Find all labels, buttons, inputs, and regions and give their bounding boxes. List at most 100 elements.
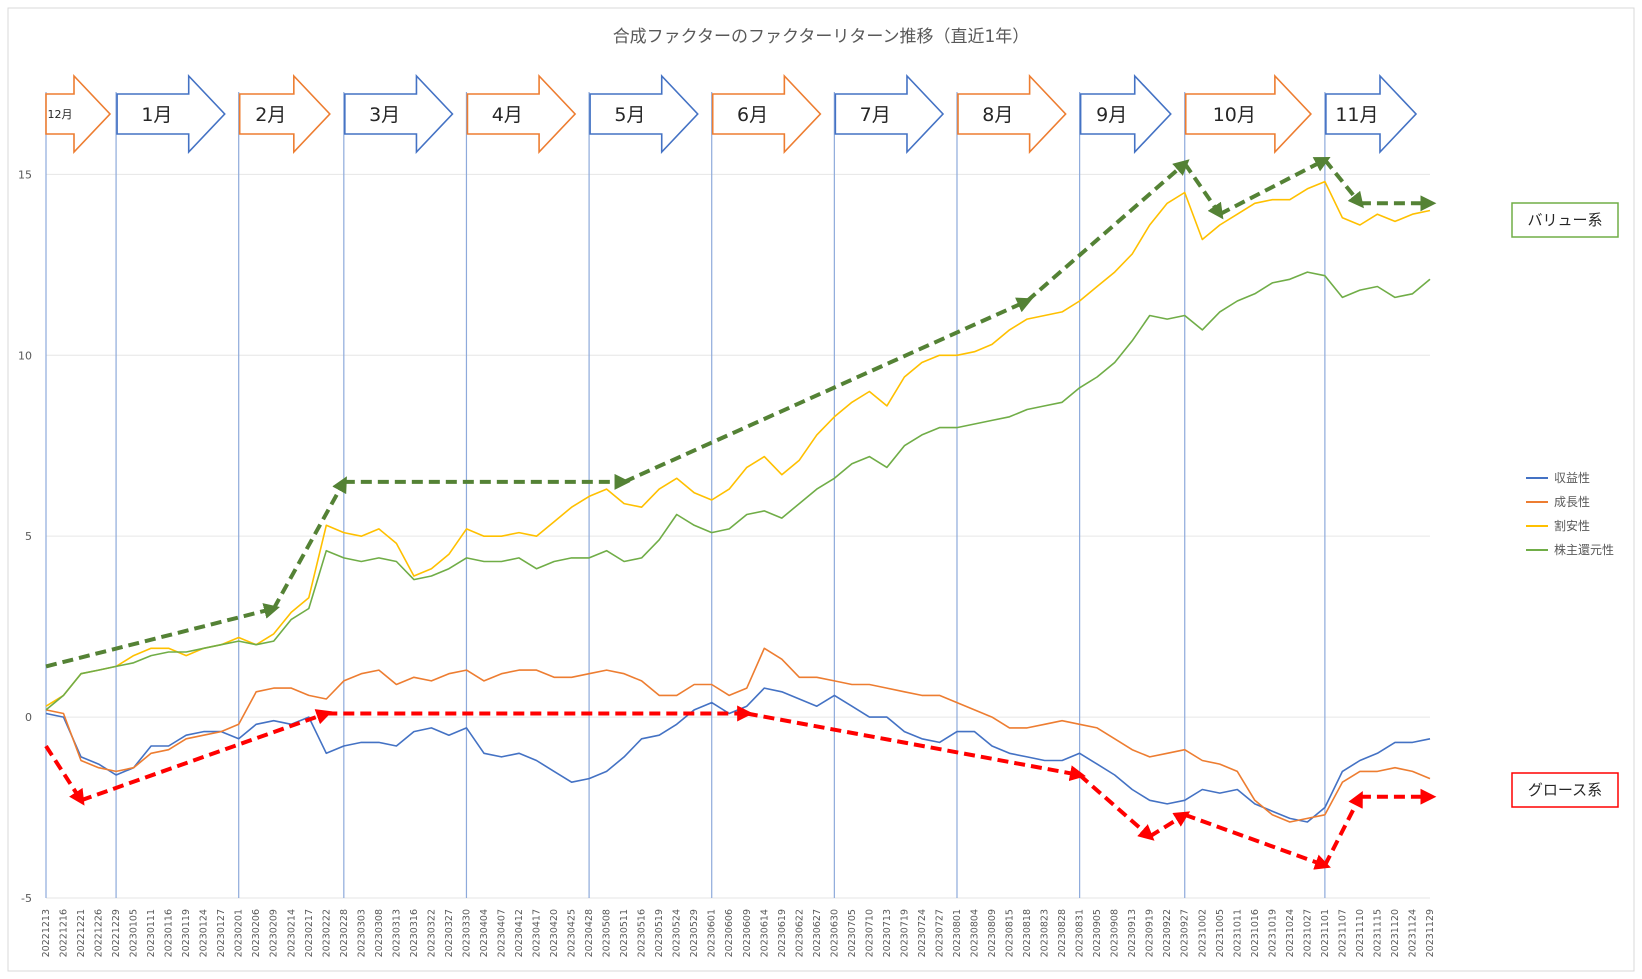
x-tick-label: 20230412	[514, 909, 525, 957]
x-tick-label: 20231027	[1302, 909, 1313, 957]
month-arrow	[238, 73, 331, 155]
x-tick-label: 20230919	[1145, 909, 1156, 957]
x-tick-label: 20230420	[549, 909, 560, 957]
x-tick-label: 20221221	[76, 909, 87, 957]
x-tick-label: 20230228	[339, 909, 350, 957]
x-tick-label: 20230809	[987, 909, 998, 957]
x-tick-label: 20230727	[934, 909, 945, 957]
gridlines	[46, 173, 1430, 899]
trend-arrow-segment	[746, 711, 1086, 782]
x-tick-label: 20230330	[461, 909, 472, 957]
callout-label: バリュー系	[1527, 211, 1602, 229]
x-tick-label: 20230209	[269, 909, 280, 957]
x-tick-label: 20230407	[496, 909, 507, 957]
trend-arrows	[44, 156, 1437, 870]
trend-arrow-segment	[1078, 773, 1155, 841]
x-tick-label: 20230425	[567, 909, 578, 957]
x-tick-label: 20230105	[129, 909, 140, 957]
x-tick-label: 20230823	[1040, 909, 1051, 957]
x-tick-label: 20230206	[251, 909, 262, 957]
x-tick-label: 20221226	[94, 909, 105, 957]
month-arrow	[589, 73, 699, 155]
x-tick-label: 20230327	[444, 909, 455, 957]
month-arrow	[466, 73, 577, 155]
callout-box	[1511, 772, 1619, 808]
x-tick-label: 20230511	[619, 909, 630, 957]
month-arrow-label: 2月	[255, 104, 286, 126]
x-tick-label: 20231011	[1232, 909, 1243, 957]
x-tick-label: 20230619	[777, 909, 788, 957]
month-arrow	[1184, 73, 1312, 155]
legend-entry: 成長性	[1554, 495, 1590, 509]
x-tick-label: 20230601	[707, 909, 718, 957]
callout-label: グロース系	[1528, 781, 1602, 799]
month-arrow	[116, 73, 226, 155]
x-tick-label: 20230116	[164, 909, 175, 957]
month-arrow-label: 9月	[1096, 104, 1127, 126]
y-tick-label: 10	[18, 349, 32, 362]
x-tick-label: 20230908	[1110, 909, 1121, 957]
month-arrow-label: 11月	[1335, 104, 1378, 126]
trend-arrow-segment	[623, 297, 1033, 484]
month-arrow-label: 7月	[860, 104, 891, 126]
x-tick-label: 20230627	[812, 909, 823, 957]
trend-arrow-segment	[44, 744, 85, 806]
x-tick-label: 20221213	[41, 909, 52, 957]
x-tick-label: 20230308	[374, 909, 385, 957]
x-tick-label: 20230831	[1075, 909, 1086, 957]
month-arrow-label: 12月	[48, 108, 73, 121]
month-arrow-label: 5月	[614, 104, 645, 126]
x-tick-label: 20230404	[479, 909, 490, 957]
x-tick-label: 20230316	[409, 909, 420, 957]
x-tick-label: 20231124	[1407, 909, 1418, 957]
x-tick-label: 20231107	[1337, 909, 1348, 957]
series-line	[45, 180, 1431, 707]
x-tick-label: 20230614	[759, 909, 770, 957]
series-line	[45, 271, 1431, 711]
x-tick-label: 20231005	[1215, 909, 1226, 957]
x-tick-label: 20230710	[864, 909, 875, 957]
month-arrows: 12月 1月 2月 3月 4月 5月 6月 7月 8月 9月 10月 11月	[45, 73, 1418, 155]
month-arrow	[45, 73, 112, 155]
month-arrow	[711, 73, 822, 155]
legend-entry: 収益性	[1554, 471, 1590, 485]
x-tick-label: 20230927	[1180, 909, 1191, 957]
x-tick-label: 20230508	[602, 909, 613, 957]
x-tick-label: 20230127	[216, 909, 227, 957]
month-arrow-label: 1月	[141, 104, 172, 126]
x-tick-label: 20230519	[654, 909, 665, 957]
x-tick-label: 20230524	[672, 909, 683, 957]
callout-box	[1511, 202, 1619, 238]
x-tick-label: 20231129	[1425, 909, 1436, 957]
month-arrow	[957, 73, 1067, 155]
x-tick-label: 20231115	[1372, 909, 1383, 957]
month-arrow-label: 3月	[369, 104, 400, 126]
x-tick-label: 20230606	[724, 909, 735, 957]
legend-entry: 株主還元性	[1554, 542, 1614, 557]
x-tick-label: 20230609	[742, 909, 753, 957]
chart-frame	[7, 7, 1635, 972]
x-tick-label: 20230214	[286, 909, 297, 957]
x-tick-label: 20230815	[1005, 909, 1016, 957]
x-tick-label: 20231016	[1250, 909, 1261, 957]
x-tick-label: 20230529	[689, 909, 700, 957]
x-tick-label: 20230428	[584, 909, 595, 957]
x-tick-label: 20230322	[426, 909, 437, 957]
month-arrow-label: 10月	[1213, 104, 1256, 126]
x-tick-label: 20230905	[1092, 909, 1103, 957]
month-arrow	[1325, 73, 1418, 155]
x-tick-label: 20230201	[234, 909, 245, 957]
month-arrow-label: 8月	[982, 104, 1013, 126]
trend-arrow-segment	[1323, 790, 1363, 867]
y-axis-ticks: -5 0 5 10 15	[18, 168, 32, 905]
x-tick-label: 20230828	[1057, 909, 1068, 957]
x-tick-label: 20231019	[1267, 909, 1278, 957]
x-tick-label: 20230724	[917, 909, 928, 957]
x-tick-label: 20230111	[146, 909, 157, 957]
month-arrow	[834, 73, 945, 155]
month-arrow	[1079, 73, 1172, 155]
x-tick-label: 20230313	[391, 909, 402, 957]
